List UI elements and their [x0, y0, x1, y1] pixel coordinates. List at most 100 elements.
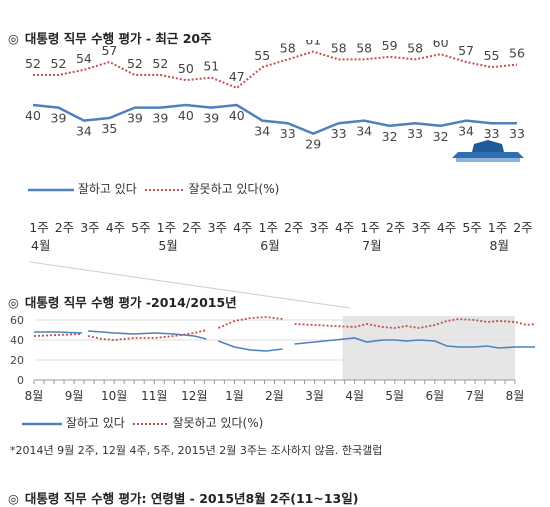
- approve-series-line: [34, 331, 83, 334]
- disapprove-legend-label: 잘못하고 있다(%): [188, 182, 280, 196]
- disapprove-series-line: [218, 316, 283, 329]
- y-tick-label: 20: [10, 354, 24, 367]
- x-tick-label: 3주: [309, 220, 328, 235]
- disapprove-data-label: 58: [331, 40, 347, 55]
- approve-data-label: 33: [484, 126, 500, 141]
- x-tick-label: 5월: [385, 389, 404, 403]
- disapprove-data-label: 50: [178, 61, 194, 76]
- approve-legend-label: 잘하고 있다: [77, 182, 137, 196]
- weekly-line-chart: 40 39 34 35 39 39 40 39 40 34 33 29 33 34 32 33 32 34 33 33…: [25, 40, 533, 309]
- disapprove-data-label: 55: [254, 48, 270, 63]
- y-tick-label: 60: [10, 314, 24, 327]
- x-tick-label: 8월: [506, 389, 525, 403]
- approve-legend-swatch: [22, 422, 62, 425]
- disapprove-data-label: 47: [229, 69, 245, 84]
- x-tick-label: 7월: [466, 389, 485, 403]
- approve-data-label: 29: [305, 137, 321, 152]
- disapprove-series-line: [33, 50, 518, 90]
- zoom-connector-line: [29, 261, 351, 309]
- weekly-legend: 잘하고 있다 잘못하고 있다(%): [28, 180, 279, 197]
- x-tick-label: 5주: [131, 220, 150, 235]
- longterm-chart-title-text: 대통령 직무 수행 평가 -2014/2015년: [24, 295, 237, 310]
- x-tick-label: 1월: [225, 389, 244, 403]
- x-tick-label: 2주: [55, 220, 74, 235]
- disapprove-data-label: 60: [433, 40, 449, 50]
- x-tick-label: 4주: [335, 220, 354, 235]
- approve-data-label: 34: [458, 124, 474, 139]
- x-tick-label: 1주: [157, 220, 176, 235]
- y-tick-label: 40: [10, 334, 24, 347]
- approve-data-label: 39: [51, 111, 67, 126]
- x-tick-label: 5주: [462, 220, 481, 235]
- x-tick-label: 2주: [182, 220, 201, 235]
- weekly-chart-title: ◎ 대통령 직무 수행 평가 - 최근 20주: [8, 28, 212, 47]
- disapprove-data-label: 52: [127, 56, 143, 71]
- x-tick-label: 1주: [29, 220, 48, 235]
- approve-data-label: 34: [356, 124, 372, 139]
- highlight-band: [342, 316, 515, 380]
- blue-house-icon: [452, 140, 524, 162]
- x-tick-label: 8월: [25, 389, 44, 403]
- longterm-line-chart: 0 20 40 60 8월 9월 10월 11월 12월 1월 2월 3월 4월 5월 6월 7월 8월: [10, 314, 536, 403]
- x-tick-label: 2주: [513, 220, 532, 235]
- x-tick-label: 4주: [106, 220, 125, 235]
- disapprove-legend-label: 잘못하고 있다(%): [172, 416, 264, 430]
- age-chart-title-text: 대통령 직무 수행 평가: 연령별 - 2015년8월 2주(11~13일): [24, 491, 359, 506]
- disapprove-data-label: 52: [152, 56, 168, 71]
- approve-data-label: 39: [152, 111, 168, 126]
- approve-data-label: 40: [178, 108, 194, 123]
- approve-data-label: 32: [382, 129, 398, 144]
- target-icon: ◎: [8, 295, 19, 310]
- approve-data-label: 39: [203, 111, 219, 126]
- approve-series-line: [218, 340, 283, 352]
- x-tick-label: 11월: [141, 389, 167, 403]
- target-icon: ◎: [8, 491, 19, 506]
- x-tick-label: 2주: [284, 220, 303, 235]
- x-tick-label: 3주: [80, 220, 99, 235]
- disapprove-data-label: 51: [203, 59, 219, 74]
- age-chart-title: ◎ 대통령 직무 수행 평가: 연령별 - 2015년8월 2주(11~13일): [8, 488, 358, 507]
- approve-series-line: [294, 337, 536, 349]
- disapprove-data-label: 55: [484, 48, 500, 63]
- month-label: 7월: [362, 238, 381, 253]
- x-tick-label: 4월: [345, 389, 364, 403]
- approve-data-label: 33: [331, 126, 347, 141]
- disapprove-data-label: 52: [25, 56, 41, 71]
- x-tick-label: 12월: [181, 389, 207, 403]
- disapprove-series-line: [33, 333, 83, 337]
- x-tick-label: 10월: [101, 389, 127, 403]
- x-tick-label: 2주: [386, 220, 405, 235]
- disapprove-data-label: 58: [356, 40, 372, 55]
- disapprove-data-label: 59: [382, 40, 398, 53]
- disapprove-legend-swatch: [132, 422, 169, 425]
- month-label: 5월: [158, 238, 177, 253]
- disapprove-data-label: 58: [407, 40, 423, 55]
- disapprove-data-label: 54: [76, 51, 92, 66]
- x-tick-label: 4주: [437, 220, 456, 235]
- approve-legend-swatch: [28, 188, 74, 191]
- x-tick-label: 9월: [65, 389, 84, 403]
- x-tick-label: 1주: [488, 220, 507, 235]
- x-tick-label: 2월: [265, 389, 284, 403]
- month-label: 6월: [260, 238, 279, 253]
- disapprove-series-line: [294, 318, 536, 329]
- x-tick-label: 4주: [233, 220, 252, 235]
- approve-data-label: 35: [101, 121, 117, 136]
- approve-data-label: 40: [229, 108, 245, 123]
- target-icon: ◎: [8, 31, 19, 46]
- x-tick-label: 6월: [425, 389, 444, 403]
- approve-legend-label: 잘하고 있다: [65, 416, 125, 430]
- disapprove-series-line: [87, 329, 207, 341]
- approve-data-label: 34: [254, 124, 270, 139]
- disapprove-legend-swatch: [144, 188, 185, 191]
- x-tick-label: 3월: [305, 389, 324, 403]
- y-tick-label: 0: [17, 374, 24, 387]
- weekly-chart-title-text: 대통령 직무 수행 평가 - 최근 20주: [24, 31, 212, 46]
- x-tick-label: 1주: [259, 220, 278, 235]
- x-tick-label: 3주: [208, 220, 227, 235]
- approve-data-label: 40: [25, 108, 41, 123]
- approve-data-label: 33: [509, 126, 525, 141]
- x-tick-label: 1주: [360, 220, 379, 235]
- x-tick-label: 3주: [411, 220, 430, 235]
- disapprove-data-label: 56: [509, 46, 525, 61]
